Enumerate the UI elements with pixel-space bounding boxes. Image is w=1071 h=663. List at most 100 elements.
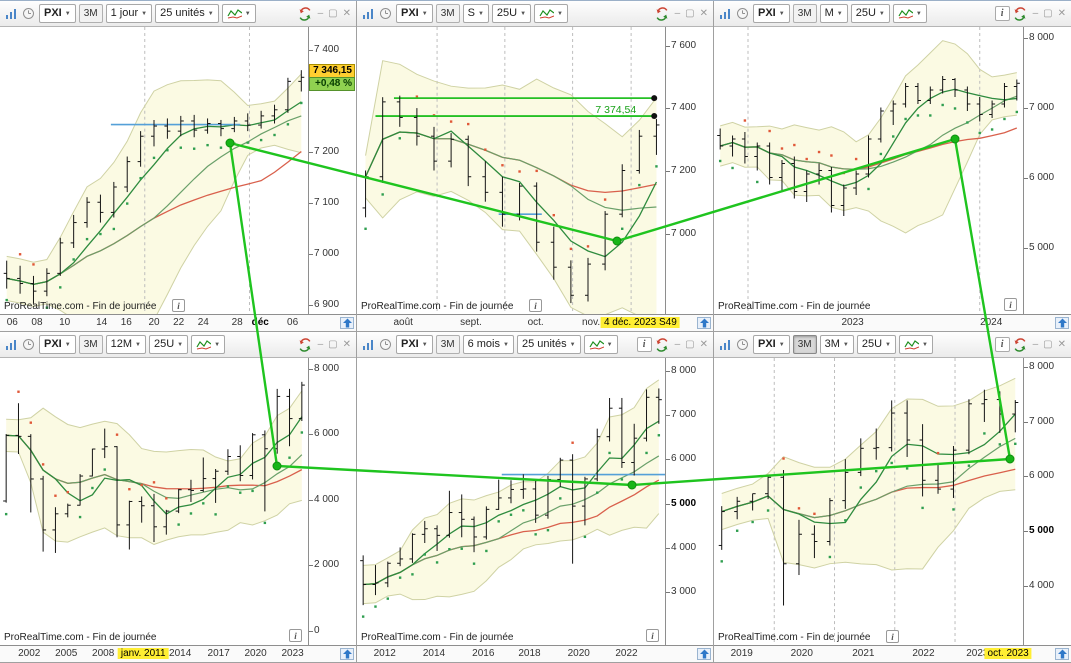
y-axis[interactable]: 8 000 6 000 4 000 2 000 0 [308, 358, 356, 645]
signal-bars-icon[interactable] [717, 337, 732, 352]
maximize-button[interactable]: ▢ [328, 7, 338, 19]
scroll-to-latest-button[interactable] [1055, 317, 1069, 329]
display-settings-button[interactable]: ▼ [191, 335, 226, 354]
clock-icon[interactable] [378, 6, 393, 21]
chart-plot-area[interactable]: ProRealTime.com - Fin de journée i [357, 358, 665, 645]
units-select[interactable]: 25U ▼ [148, 335, 189, 354]
x-axis[interactable]: août sept. oct. nov. 4 déc. 2023 S49 [357, 314, 713, 331]
close-button[interactable]: ✕ [342, 7, 351, 19]
scroll-to-latest-button[interactable] [697, 317, 711, 329]
range-button[interactable]: 3M [435, 4, 460, 23]
x-axis[interactable]: 2002 2005 2008 janv. 2011 2014 2017 2020 2023 [0, 645, 356, 662]
timeframe-select[interactable]: 12M ▼ [105, 335, 146, 354]
close-button[interactable]: ✕ [699, 7, 708, 19]
signal-bars-icon[interactable] [717, 6, 732, 21]
info-button[interactable]: i [289, 629, 302, 642]
close-button[interactable]: ✕ [342, 338, 351, 350]
units-select[interactable]: 25U ▼ [491, 4, 532, 23]
minimize-button[interactable]: – [1032, 7, 1039, 19]
minimize-button[interactable]: – [674, 7, 681, 19]
units-select[interactable]: 25U ▼ [850, 4, 890, 23]
x-axis[interactable]: 2012 2014 2016 2018 2020 2022 [357, 645, 713, 662]
timeframe-select[interactable]: 1 jour ▼ [105, 4, 153, 23]
maximize-button[interactable]: ▢ [328, 338, 338, 350]
close-button[interactable]: ✕ [1057, 338, 1066, 350]
chart-plot-area[interactable]: ProRealTime.com - Fin de journée i [0, 27, 308, 314]
y-axis[interactable]: 7 400 7 200 7 100 7 000 6 900 7 346,15 +0,48 % [308, 27, 356, 314]
y-axis[interactable]: 8 000 7 000 6 000 5 000 [1023, 27, 1071, 314]
units-select[interactable]: 25U ▼ [856, 335, 896, 354]
refresh-icon[interactable] [298, 6, 313, 21]
instrument-select[interactable]: PXI ▼ [396, 4, 433, 23]
instrument-select[interactable]: PXI ▼ [753, 4, 790, 23]
chart-plot-area[interactable]: ProRealTime.com - Fin de journée i 7 374… [357, 27, 665, 314]
range-button[interactable]: 3M [792, 4, 817, 23]
range-button[interactable]: 3M [78, 335, 103, 354]
maximize-button[interactable]: ▢ [1043, 338, 1053, 350]
y-axis[interactable]: 8 000 7 000 6 000 5 000 4 000 [1023, 358, 1071, 645]
instrument-select[interactable]: PXI ▼ [39, 335, 76, 354]
info-button[interactable]: i [886, 630, 899, 643]
chart-plot-area[interactable]: ProRealTime.com - Fin de journée i [0, 358, 308, 645]
refresh-icon[interactable] [1013, 337, 1028, 352]
maximize-button[interactable]: ▢ [1043, 7, 1053, 19]
display-settings-button[interactable]: ▼ [221, 4, 256, 23]
refresh-icon[interactable] [298, 337, 313, 352]
price-chart[interactable] [0, 358, 308, 645]
minimize-button[interactable]: – [674, 338, 681, 350]
signal-bars-icon[interactable] [360, 337, 375, 352]
range-button[interactable]: 3M [792, 335, 817, 354]
info-button[interactable]: i [1004, 298, 1017, 311]
instrument-select[interactable]: PXI ▼ [753, 335, 790, 354]
signal-bars-icon[interactable] [3, 337, 18, 352]
clock-icon[interactable] [378, 337, 393, 352]
price-chart[interactable]: 7 374,54 [357, 27, 665, 314]
signal-bars-icon[interactable] [360, 6, 375, 21]
minimize-button[interactable]: – [1032, 338, 1039, 350]
info-button[interactable]: i [646, 629, 659, 642]
display-settings-button[interactable]: ▼ [892, 4, 927, 23]
scroll-to-latest-button[interactable] [697, 648, 711, 660]
chart-plot-area[interactable]: ProRealTime.com - Fin de journée i [714, 358, 1023, 645]
display-settings-button[interactable]: ▼ [534, 4, 568, 23]
scroll-to-latest-button[interactable] [340, 648, 354, 660]
x-axis[interactable]: 2023 2024 [714, 314, 1071, 331]
info-button[interactable]: i [994, 337, 1010, 352]
price-chart[interactable] [0, 27, 308, 314]
timeframe-select[interactable]: 3M ▼ [819, 335, 854, 354]
close-button[interactable]: ✕ [1057, 7, 1066, 19]
price-chart[interactable] [357, 358, 665, 645]
y-axis[interactable]: 7 600 7 400 7 200 7 000 [665, 27, 713, 314]
timeframe-select[interactable]: 6 mois ▼ [462, 335, 514, 354]
price-chart[interactable] [714, 358, 1023, 645]
info-button[interactable]: i [529, 299, 542, 312]
units-select[interactable]: 25 unités ▼ [516, 335, 581, 354]
instrument-select[interactable]: PXI ▼ [39, 4, 76, 23]
timeframe-select[interactable]: M ▼ [819, 4, 848, 23]
close-button[interactable]: ✕ [699, 338, 708, 350]
info-button[interactable]: i [994, 6, 1010, 21]
price-chart[interactable] [714, 27, 1023, 314]
chart-plot-area[interactable]: ProRealTime.com - Fin de journée i [714, 27, 1023, 314]
minimize-button[interactable]: – [317, 7, 324, 19]
scroll-to-latest-button[interactable] [1055, 648, 1069, 660]
clock-icon[interactable] [21, 6, 36, 21]
range-button[interactable]: 3M [435, 335, 460, 354]
units-select[interactable]: 25 unités ▼ [155, 4, 219, 23]
timeframe-select[interactable]: S ▼ [462, 4, 489, 23]
refresh-icon[interactable] [655, 337, 670, 352]
clock-icon[interactable] [735, 337, 750, 352]
display-settings-button[interactable]: ▼ [898, 335, 933, 354]
instrument-select[interactable]: PXI ▼ [396, 335, 433, 354]
info-button[interactable]: i [636, 337, 652, 352]
x-axis[interactable]: 2019 2020 2021 2022 2023 oct. 2023 [714, 645, 1071, 662]
refresh-icon[interactable] [1013, 6, 1028, 21]
x-axis[interactable]: 06 08 10 14 16 20 22 24 28 déc 06 [0, 314, 356, 331]
y-axis[interactable]: 8 000 7 000 6 000 5 000 4 000 3 000 [665, 358, 713, 645]
refresh-icon[interactable] [655, 6, 670, 21]
clock-icon[interactable] [735, 6, 750, 21]
scroll-to-latest-button[interactable] [340, 317, 354, 329]
maximize-button[interactable]: ▢ [685, 7, 695, 19]
display-settings-button[interactable]: ▼ [583, 335, 618, 354]
minimize-button[interactable]: – [317, 338, 324, 350]
